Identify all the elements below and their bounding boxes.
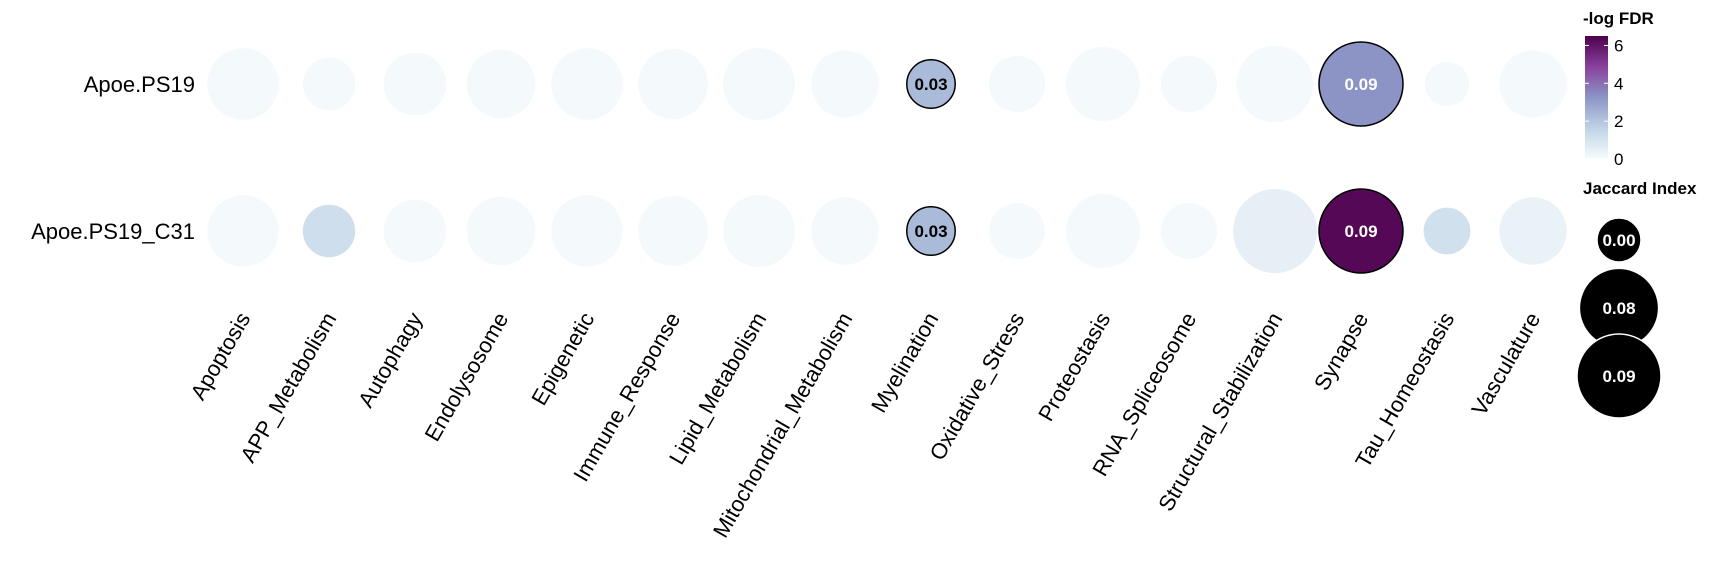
bubble-Apoe.PS19-Structural_Stabilization [1236,45,1314,123]
column-label: Vasculature [1466,308,1545,420]
column-label: Endolysosome [420,308,514,445]
color-legend-bar [1585,36,1608,159]
bubble-Apoe.PS19-Mitochondrial_Metabolism [811,50,879,118]
color-legend-title: -log FDR [1583,9,1654,28]
bubble-Apoe.PS19-Endolysosome [466,49,536,119]
column-label: Tau_Homeostasis [1350,308,1459,472]
bubble-Apoe.PS19_C31-Structural_Stabilization [1233,189,1317,273]
column-label: Proteostasis [1033,308,1115,425]
size-legend: Jaccard Index 0.00 0.08 0.09 [1576,179,1697,419]
column-label: Myelination [866,308,943,417]
column-label: Epigenetic [526,308,599,409]
bubble-Apoe.PS19-Vasculature [1499,50,1567,118]
bubble-Apoe.PS19_C31-Mitochondrial_Metabolism [811,197,879,265]
bubble-Apoe.PS19-Oxidative_Stress [989,56,1045,112]
bubble-Apoe.PS19-Apoptosis [207,48,279,120]
bubble-Apoe.PS19_C31-Autophagy [383,199,447,263]
column-label: Apoptosis [185,308,255,404]
color-legend-tick: 6 [1614,36,1623,55]
bubble-Apoe.PS19-Autophagy [383,52,447,116]
column-label: Lipid_Metabolism [664,308,771,469]
bubble-Apoe.PS19_C31-Synapse [1318,188,1404,274]
column-label: Autophagy [353,308,427,412]
bubble-Apoe.PS19-Immune_Response [638,49,708,119]
bubble-Apoe.PS19-Myelination [906,59,956,109]
color-legend-tick: 2 [1614,112,1623,131]
bubble-Apoe.PS19-Synapse [1318,41,1404,127]
bubble-Apoe.PS19-Tau_Homeostasis [1424,61,1470,107]
row-labels: Apoe.PS19 Apoe.PS19_C31 [31,72,195,244]
color-legend: -log FDR 0 2 4 6 [1583,9,1654,169]
bubble-label: 0.03 [914,75,947,94]
column-label: Synapse [1309,308,1373,395]
column-label: APP_Metabolism [235,308,341,467]
bubble-Apoe.PS19_C31-Immune_Response [638,196,708,266]
size-legend-label: 0.08 [1602,299,1635,318]
bubble-Apoe.PS19_C31-Apoptosis [207,195,279,267]
bubble-Apoe.PS19_C31-Tau_Homeostasis [1423,207,1471,255]
bubble-Apoe.PS19-Proteostasis [1066,47,1140,121]
color-legend-tick: 0 [1614,150,1623,169]
size-legend-label: 0.00 [1602,231,1635,250]
bubble-Apoe.PS19_C31-Oxidative_Stress [989,203,1045,259]
bubble-Apoe.PS19_C31-Epigenetic [551,195,623,267]
size-legend-label: 0.09 [1602,367,1635,386]
bubble-Apoe.PS19-APP_Metabolism [302,57,356,111]
size-legend-circle [1596,217,1642,263]
bubble-label: 0.09 [1344,222,1377,241]
bubble-Apoe.PS19_C31-Vasculature [1499,197,1567,265]
bubble-Apoe.PS19-Epigenetic [551,48,623,120]
column-label: Oxidative_Stress [925,308,1030,465]
bubble-Apoe.PS19_C31-RNA_Spliceosome [1161,203,1217,259]
row-label: Apoe.PS19_C31 [31,219,195,244]
bubble-Apoe.PS19_C31-Myelination [906,206,956,256]
bubble-Apoe.PS19-Lipid_Metabolism [723,48,795,120]
bubble-Apoe.PS19_C31-APP_Metabolism [302,204,356,258]
bubble-cells: 0.03 0.09 0.03 0.09 [207,41,1567,274]
bubble-Apoe.PS19_C31-Lipid_Metabolism [723,195,795,267]
size-legend-title: Jaccard Index [1583,179,1697,198]
bubble-Apoe.PS19-RNA_Spliceosome [1161,56,1217,112]
color-legend-tick: 4 [1614,74,1623,93]
size-legend-circle [1576,333,1662,419]
row-label: Apoe.PS19 [84,72,195,97]
bubble-label: 0.09 [1344,75,1377,94]
bubble-label: 0.03 [914,222,947,241]
bubble-Apoe.PS19_C31-Endolysosome [466,196,536,266]
bubble-Apoe.PS19_C31-Proteostasis [1066,194,1140,268]
